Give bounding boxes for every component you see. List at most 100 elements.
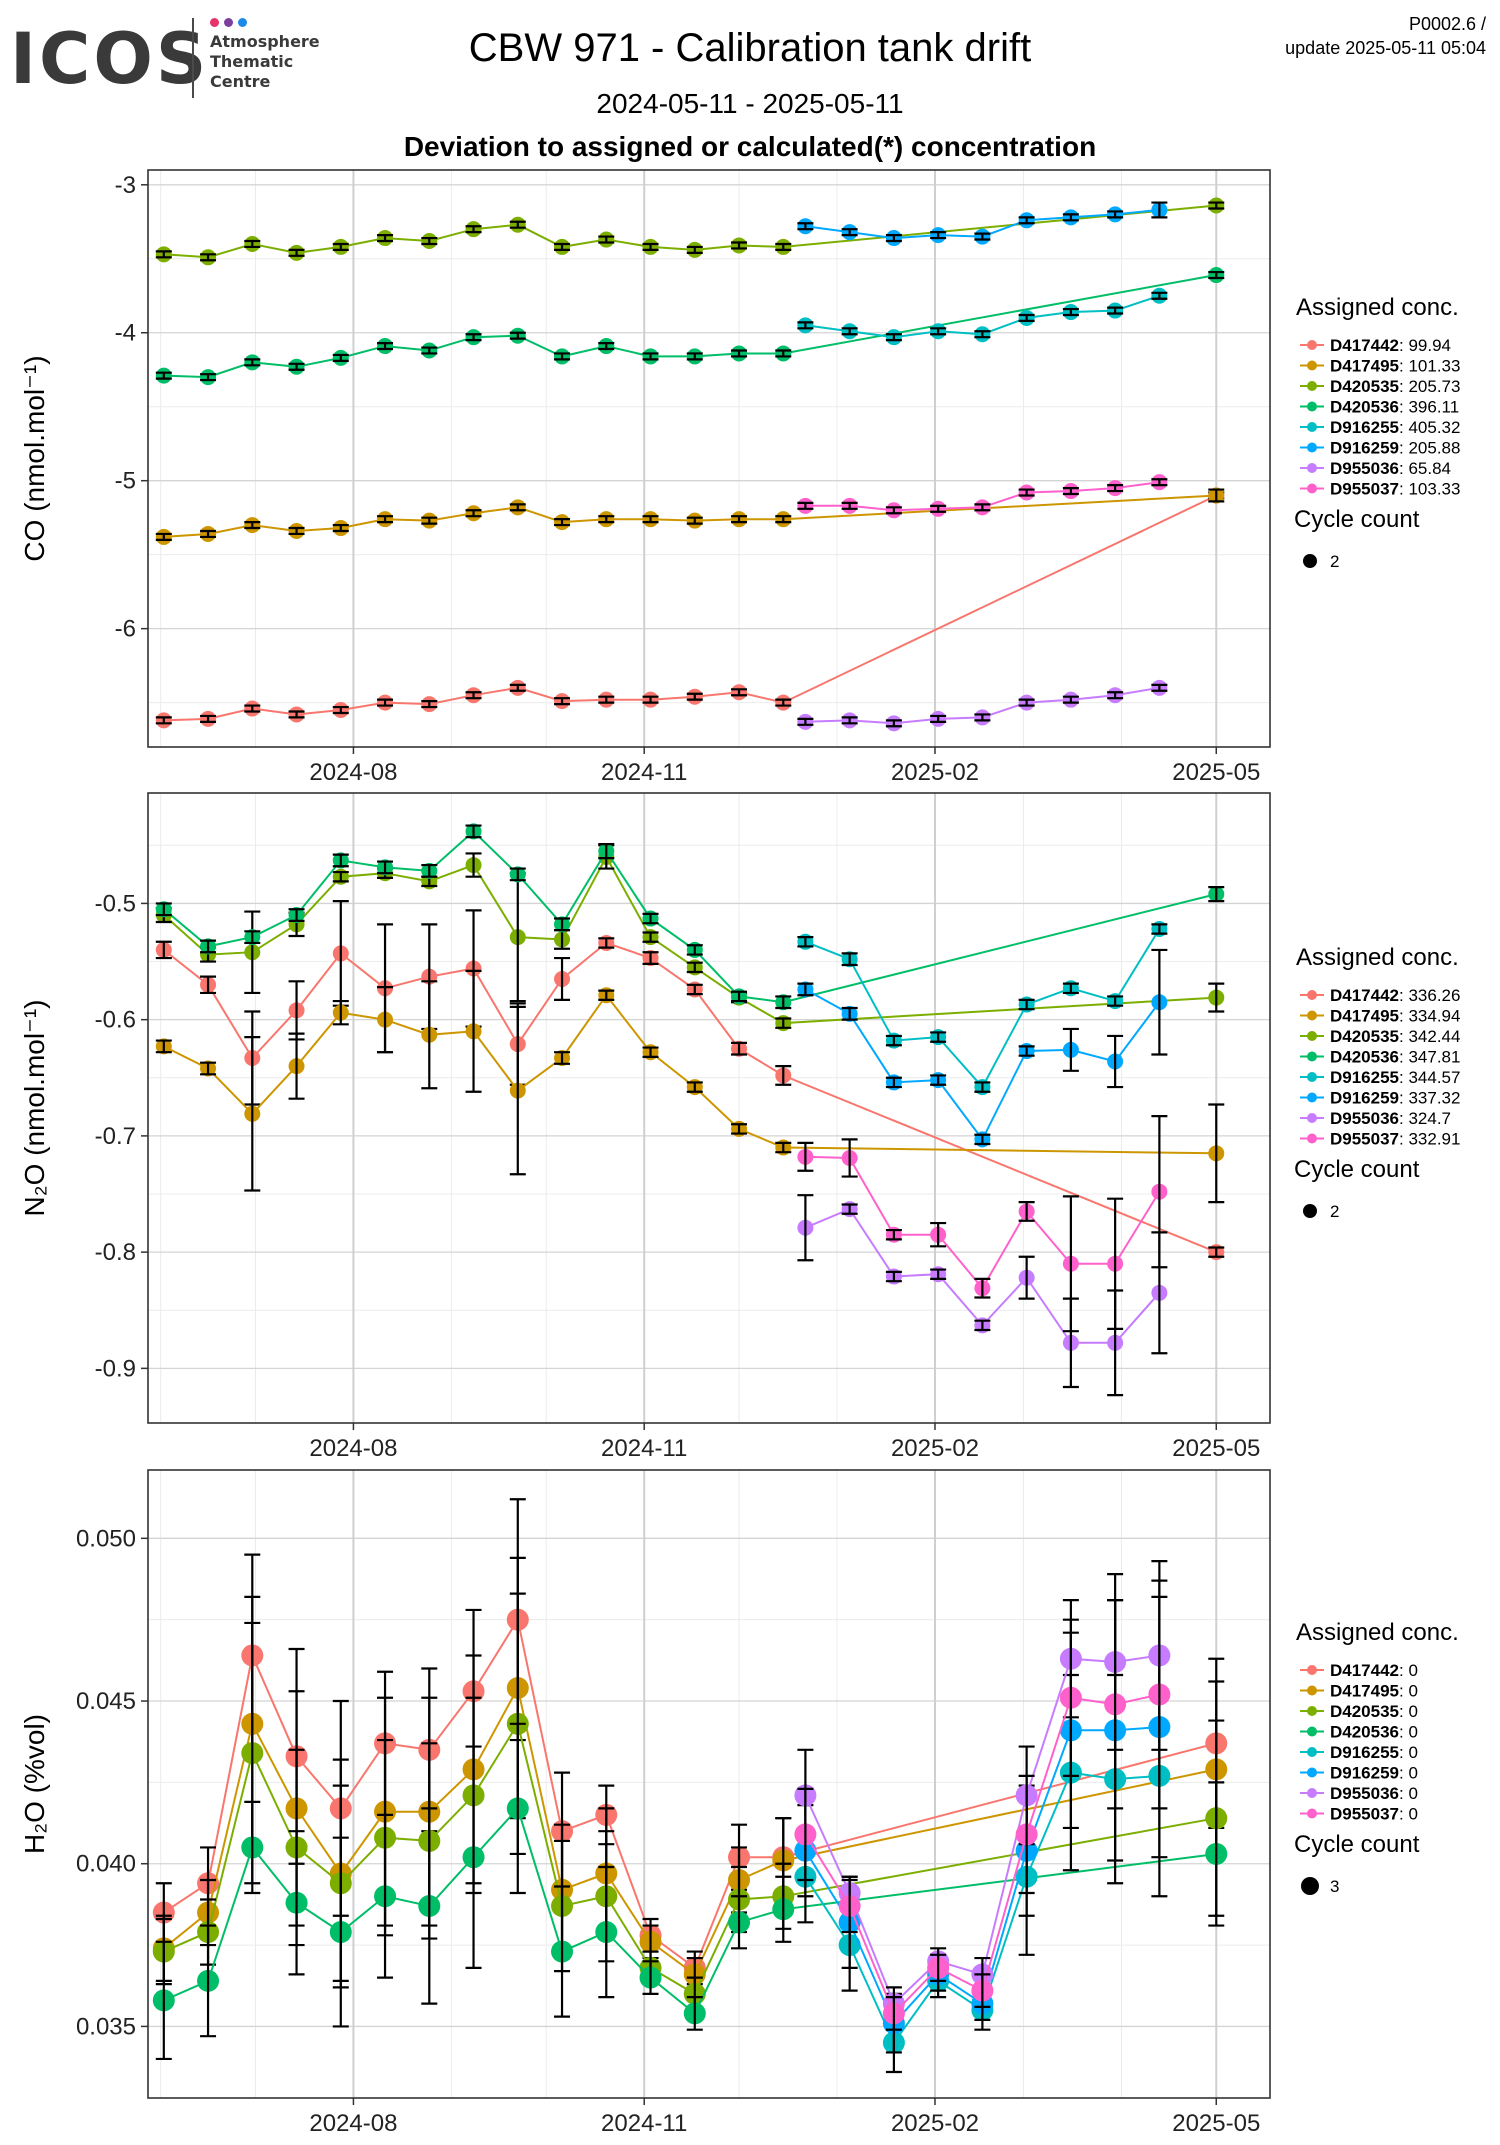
- legend-entry-name: D417442: [1330, 336, 1399, 355]
- cycle-count-point: [1301, 1877, 1319, 1895]
- logo-line-1: Atmosphere: [210, 32, 320, 51]
- plot-background: [148, 1470, 1270, 2098]
- series-line: [163, 854, 1217, 1025]
- legend-entry-label: D916255: 405.32: [1330, 418, 1460, 437]
- series-D916259: [797, 948, 1168, 1148]
- y-tick-label: -0.6: [95, 1007, 136, 1034]
- legend-key-point: [1307, 1031, 1317, 1041]
- legend-entry-label: D420536: 0: [1330, 1723, 1418, 1742]
- y-axis-label: H₂O (%vol): [19, 1714, 50, 1854]
- series-D955037: [797, 1115, 1168, 1333]
- legend-entry-label: D955036: 324.7: [1330, 1109, 1451, 1128]
- legend-key-point: [1307, 463, 1317, 473]
- legend-entry-name: D916255: [1330, 418, 1399, 437]
- legend-key-point: [1307, 1665, 1317, 1675]
- legend-entry-name: D916255: [1330, 1068, 1399, 1087]
- y-tick-label: -0.5: [95, 890, 136, 917]
- legend-entry-value: : 336.26: [1399, 986, 1460, 1005]
- legend-entry-name: D420536: [1330, 1723, 1399, 1742]
- panel-3: 0.035 0.040 0.045 0.050 2024-08 2024-11 2025-0…: [19, 1469, 1459, 2137]
- legend-entry-label: D417495: 0: [1330, 1682, 1418, 1701]
- logo-dot-purple: [224, 18, 233, 27]
- legend-entry-value: : 0: [1399, 1723, 1418, 1742]
- y-tick-label: -4: [115, 320, 136, 347]
- legend-key-point: [1307, 360, 1317, 371]
- series-D955037: [797, 474, 1168, 519]
- x-tick-label: 2024-11: [601, 1435, 687, 1462]
- legend-entry-label: D916259: 0: [1330, 1764, 1418, 1783]
- legend-entry-label: D417442: 336.26: [1330, 986, 1460, 1005]
- legend-key-point: [1307, 1767, 1317, 1778]
- logo-line-3: Centre: [210, 72, 271, 91]
- series-D417495: [155, 487, 1225, 545]
- cycle-count-title: Cycle count: [1294, 1156, 1420, 1183]
- legend-entry-value: : 347.81: [1399, 1048, 1460, 1067]
- legend-entry-value: : 0: [1399, 1702, 1418, 1721]
- legend-entry-value: : 337.32: [1399, 1089, 1460, 1108]
- legend-key-point: [1307, 1133, 1317, 1144]
- legend-entry-label: D417442: 99.94: [1330, 336, 1451, 355]
- y-axis-label: CO (nmol.mol⁻¹): [19, 355, 50, 561]
- y-tick-label: 0.040: [76, 1851, 136, 1878]
- legend-entry-name: D420535: [1330, 377, 1399, 396]
- legend-entry-label: D420536: 347.81: [1330, 1048, 1460, 1067]
- legend-title: Assigned conc.: [1296, 294, 1459, 321]
- logo-line-2: Thematic: [210, 52, 294, 71]
- plot-frame: [147, 792, 1271, 1424]
- plot-background: [148, 793, 1270, 1423]
- series-D420536: [155, 267, 1225, 386]
- y-tick-label: -0.7: [95, 1123, 136, 1150]
- legend-entry-label: D420535: 205.73: [1330, 377, 1460, 396]
- legend-entry-name: D955036: [1330, 1109, 1399, 1128]
- legend-entry-name: D420536: [1330, 398, 1399, 417]
- x-tick-label: 2025-05: [1172, 1435, 1260, 1462]
- legend-key-point: [1307, 483, 1317, 494]
- series-line: [163, 274, 1217, 379]
- x-tick-label: 2024-11: [601, 2110, 687, 2137]
- x-tick-label: 2025-02: [891, 1435, 979, 1462]
- legend-entry-name: D417442: [1330, 1661, 1399, 1680]
- x-tick-label: 2025-02: [891, 2110, 979, 2137]
- series-D420535: [155, 197, 1225, 266]
- version-line-2: update 2025-05-11 05:04: [1285, 38, 1486, 58]
- legend-entry-value: : 405.32: [1399, 418, 1460, 437]
- legend-entry-label: D420536: 396.11: [1330, 398, 1459, 417]
- legend-key-point: [1307, 990, 1317, 1000]
- x-tick-label: 2024-08: [309, 1435, 397, 1462]
- x-tick-label: 2025-02: [891, 759, 979, 786]
- legend-entry-name: D955037: [1330, 1130, 1399, 1149]
- series-line: [163, 993, 1217, 1155]
- cycle-count-value: 2: [1330, 552, 1339, 571]
- cycle-count-title: Cycle count: [1294, 1831, 1420, 1858]
- legend-title: Assigned conc.: [1296, 1619, 1459, 1646]
- series-line: [163, 494, 1217, 722]
- legend-entry-label: D417495: 334.94: [1330, 1007, 1460, 1026]
- series-D420536: [155, 823, 1225, 1011]
- y-axis-label: N₂O (nmol.mol⁻¹): [19, 1000, 50, 1217]
- legend-entry-value: : 0: [1399, 1682, 1418, 1701]
- legend-entry-value: : 0: [1399, 1764, 1418, 1783]
- series-line: [163, 830, 1217, 1004]
- x-tick-label: 2025-05: [1172, 759, 1260, 786]
- logo-divider: [192, 18, 194, 98]
- legend-key-point: [1307, 1747, 1317, 1757]
- series-line: [163, 494, 1217, 538]
- legend-entry-value: : 101.33: [1399, 357, 1460, 376]
- legend-entry-value: : 334.94: [1399, 1007, 1460, 1026]
- y-tick-label: 0.045: [76, 1688, 136, 1715]
- legend-entry-value: : 103.33: [1399, 480, 1460, 499]
- legend-entry-label: D916255: 0: [1330, 1743, 1418, 1762]
- legend-key-point: [1307, 1808, 1317, 1819]
- legend-entry-value: : 0: [1399, 1805, 1418, 1824]
- chart-subtitle: Deviation to assigned or calculated(*) c…: [403, 131, 1097, 162]
- series-line: [163, 1685, 1217, 1976]
- legend-key-point: [1307, 1706, 1317, 1716]
- legend-entry-value: : 344.57: [1399, 1068, 1460, 1087]
- series-line: [163, 941, 1217, 1254]
- legend-entry-value: : 0: [1399, 1661, 1418, 1680]
- panel-1: -6 -5 -4 -3 2024-08 2024-11 2025-02 2025-05 CO (…: [19, 169, 1460, 786]
- cycle-count-value: 3: [1330, 1877, 1339, 1896]
- plot-frame: [147, 169, 1271, 748]
